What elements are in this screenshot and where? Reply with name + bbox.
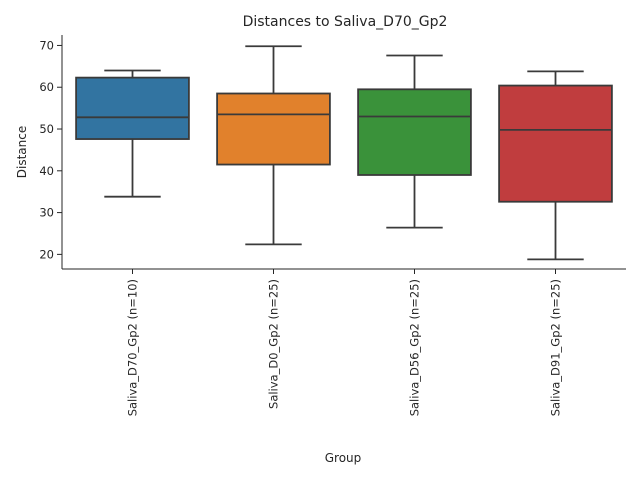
- chart-title: Distances to Saliva_D70_Gp2: [243, 14, 448, 30]
- iqr-box: [357, 88, 472, 176]
- x-axis-ticks: Saliva_D70_Gp2 (n=10) Saliva_D0_Gp2 (n=25…: [126, 269, 563, 416]
- iqr-box: [216, 92, 331, 166]
- box-2: [216, 45, 331, 246]
- box-4: [498, 70, 613, 261]
- iqr-box: [75, 76, 190, 140]
- y-axis-ticks: 20 30 40 50 60 70: [39, 38, 62, 261]
- x-tick-label: Saliva_D0_Gp2 (n=25): [267, 279, 281, 409]
- y-tick-label: 30: [39, 206, 54, 220]
- x-axis-label: Group: [325, 451, 362, 465]
- y-tick-label: 20: [39, 247, 54, 261]
- y-axis-label: Distance: [15, 126, 29, 178]
- y-tick-label: 60: [39, 80, 54, 94]
- box-series: [75, 45, 613, 261]
- y-tick-label: 50: [39, 122, 54, 136]
- x-tick-label: Saliva_D70_Gp2 (n=10): [126, 279, 140, 416]
- y-tick-label: 40: [39, 164, 54, 178]
- x-tick-label: Saliva_D91_Gp2 (n=25): [549, 279, 563, 416]
- x-tick-label: Saliva_D56_Gp2 (n=25): [408, 279, 422, 416]
- iqr-box: [498, 84, 613, 203]
- y-tick-label: 70: [39, 38, 54, 52]
- box-3: [357, 54, 472, 229]
- box-1: [75, 69, 190, 198]
